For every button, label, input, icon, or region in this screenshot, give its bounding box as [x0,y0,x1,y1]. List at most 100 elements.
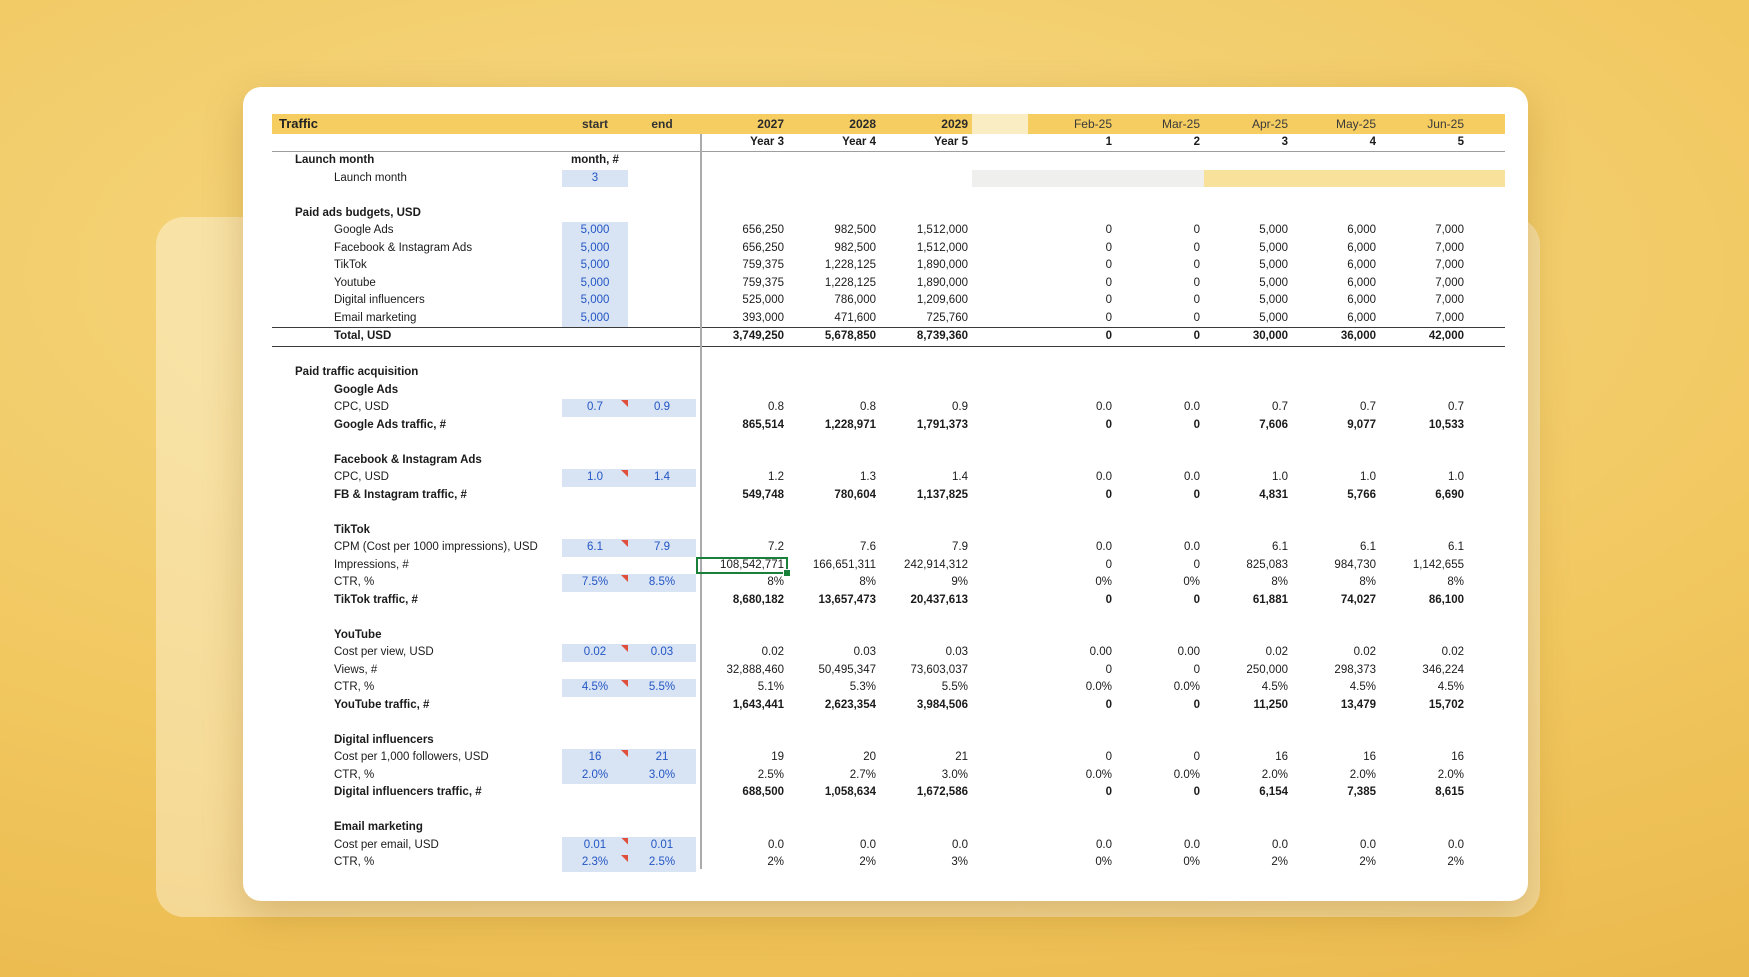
cell-month[interactable] [1380,169,1468,187]
cell-month[interactable] [1116,452,1204,470]
cell-month[interactable] [1028,152,1116,170]
cell-month[interactable]: 0 [1105,294,1112,306]
cell-start[interactable] [562,382,628,400]
cell-month[interactable]: 2.0% [1349,768,1376,781]
cell-month[interactable]: 0 [1193,786,1200,798]
cell-year[interactable]: 1,512,000 [916,241,968,254]
cell-month[interactable]: 6.1 [1360,541,1376,553]
cell-month[interactable]: 10,533 [1428,418,1464,431]
cell-year[interactable]: 5.1% [757,681,784,693]
cell-month[interactable]: 0 [1105,786,1112,798]
cell-year[interactable]: 1,512,000 [916,224,968,236]
cell-year[interactable]: 1,209,600 [916,294,968,306]
cell-month[interactable]: 0 [1105,488,1112,501]
cell-month[interactable] [1292,364,1380,382]
cell-month[interactable]: 0 [1105,241,1112,254]
row-label[interactable]: Paid ads budgets, USD [295,206,421,219]
cell-month[interactable]: 0 [1193,418,1200,431]
cell-start[interactable] [562,417,628,435]
cell-month[interactable] [1204,169,1292,187]
cell-month[interactable]: 1.0 [1272,471,1288,483]
cell-year[interactable]: 5.3% [849,681,876,693]
row-label[interactable]: Cost per email, USD [334,838,439,851]
column-header-start[interactable]: start [581,117,608,131]
cell-month[interactable] [1204,522,1292,540]
cell-month[interactable]: 5,000 [1259,276,1288,289]
cell-month[interactable]: 0% [1183,856,1200,868]
cell-year[interactable] [696,522,788,540]
cell-month[interactable] [1028,205,1116,223]
cell-month[interactable] [1292,169,1380,187]
row-label[interactable]: CTR, % [334,576,375,588]
cell-year[interactable]: 759,375 [742,276,784,289]
cell-year[interactable]: 786,000 [834,294,876,306]
cell-year[interactable]: 0.0 [768,838,784,851]
cell-month[interactable]: 30,000 [1252,330,1288,342]
sheet-title[interactable]: Traffic [279,116,319,131]
cell-month[interactable] [1380,152,1468,170]
cell-year[interactable]: 20 [863,751,876,763]
cell-month[interactable]: 0.0% [1173,768,1200,781]
cell-year[interactable]: 982,500 [834,224,876,236]
cell-year[interactable]: 0.0 [860,838,876,851]
cell-year[interactable]: 8% [859,576,876,588]
cell-month[interactable]: 984,730 [1334,558,1376,571]
cell-end[interactable] [628,452,696,470]
cell-month[interactable]: 16 [1275,751,1288,763]
cell-year[interactable]: 0.03 [945,646,968,658]
cell-month[interactable]: 5,000 [1259,294,1288,306]
cell-month[interactable]: 8% [1271,576,1288,588]
cell-year[interactable] [696,819,788,837]
cell-year[interactable]: 5,678,850 [824,330,876,342]
cell-month[interactable]: 0 [1105,259,1112,271]
cell-year[interactable] [788,382,880,400]
cell-year[interactable] [880,732,972,750]
cell-month[interactable]: 7,606 [1259,418,1288,431]
cell-year[interactable]: 1,228,125 [824,259,876,271]
cell-month[interactable]: 4.5% [1437,681,1464,693]
cell-start[interactable]: 6.1 [562,539,630,557]
cell-year[interactable]: 1.4 [952,471,968,483]
cell-month[interactable]: 0 [1193,276,1200,289]
cell-end[interactable] [628,310,696,328]
cell-start[interactable]: 5,000 [562,292,628,310]
cell-month[interactable] [1204,205,1292,223]
column-header-month[interactable]: Jun-25 [1427,117,1464,131]
cell-start[interactable]: 1.0 [562,469,630,487]
cell-year[interactable]: 1,137,825 [916,488,968,501]
cell-month[interactable] [1204,152,1292,170]
cell-start[interactable] [562,522,628,540]
column-subheader-month[interactable]: 2 [1193,136,1200,148]
cell-year[interactable]: 0.8 [860,401,876,413]
cell-year[interactable]: 1,890,000 [916,259,968,271]
row-label[interactable]: CPC, USD [334,401,389,413]
cell-end[interactable]: 8.5% [628,574,696,592]
cell-month[interactable]: 0% [1095,856,1112,868]
cell-year[interactable]: 1,672,586 [916,786,968,798]
cell-month[interactable] [1204,819,1292,837]
cell-month[interactable]: 16 [1363,751,1376,763]
cell-end[interactable] [628,240,696,258]
cell-end[interactable] [628,784,696,802]
cell-year[interactable]: 3,984,506 [916,698,968,711]
cell-month[interactable] [1116,382,1204,400]
cell-month[interactable]: 0 [1193,224,1200,236]
cell-year[interactable] [880,522,972,540]
cell-start[interactable]: 4.5% [562,679,630,697]
row-label[interactable]: TikTok traffic, # [334,593,418,606]
cell-year[interactable]: 2% [767,856,784,868]
row-label[interactable]: Impressions, # [334,558,409,571]
cell-month[interactable]: 0 [1193,294,1200,306]
cell-end[interactable] [628,205,696,223]
cell-month[interactable]: 0.7 [1360,401,1376,413]
cell-month[interactable] [1380,522,1468,540]
cell-month[interactable]: 6,000 [1347,224,1376,236]
cell-year[interactable] [788,522,880,540]
cell-month[interactable]: 2% [1359,856,1376,868]
cell-end[interactable] [628,417,696,435]
cell-month[interactable]: 0.0 [1448,838,1464,851]
cell-year[interactable]: 525,000 [742,294,784,306]
row-label[interactable]: Email marketing [334,311,417,324]
cell-year[interactable]: 656,250 [742,224,784,236]
cell-year[interactable] [880,205,972,223]
